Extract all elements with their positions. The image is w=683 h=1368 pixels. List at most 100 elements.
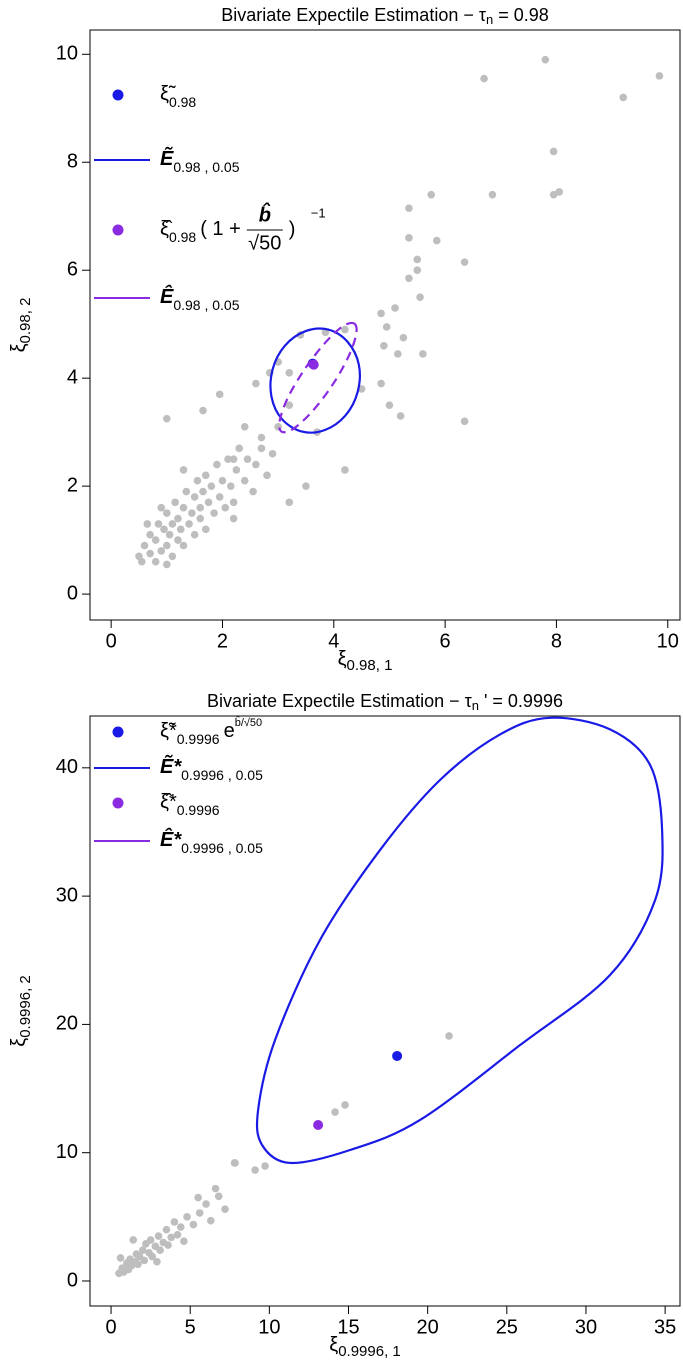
title-text: Bivariate Expectile Estimation − τ — [221, 5, 486, 25]
data-point — [174, 536, 182, 544]
data-point — [331, 1108, 339, 1116]
x-axis-label: ξ0.98, 1 — [338, 648, 393, 674]
data-point — [213, 460, 221, 469]
data-point — [419, 350, 427, 358]
x-tick-label: 10 — [258, 1316, 280, 1338]
confidence-region — [255, 716, 664, 1165]
y-label-symbol: ξ — [8, 1038, 30, 1047]
legend-fraction-denominator: √50 — [248, 232, 281, 254]
data-point — [488, 190, 497, 199]
x-tick-label: 0 — [105, 1316, 116, 1338]
y-label-symbol: ξ — [8, 343, 30, 352]
data-point — [377, 309, 385, 318]
x-label-symbol: ξ — [329, 1334, 338, 1356]
data-point — [180, 1237, 188, 1246]
data-point — [148, 1252, 157, 1261]
legend-subscript: 0.98 , 0.05 — [173, 297, 239, 313]
data-point — [196, 514, 205, 523]
x-tick-label: 10 — [657, 630, 679, 652]
x-axis-label: ξ0.9996, 1 — [329, 1334, 401, 1360]
legend-subscript: 0.98 — [169, 229, 196, 245]
data-point — [405, 204, 413, 212]
data-point — [176, 1223, 185, 1231]
estimate-point — [308, 359, 319, 370]
data-point — [221, 1205, 229, 1213]
x-tick-label: 8 — [551, 630, 562, 652]
legend-symbol: Ẽ* — [160, 755, 182, 778]
data-point — [199, 487, 207, 496]
data-point — [285, 401, 294, 409]
data-point — [154, 520, 163, 528]
data-point — [385, 401, 394, 409]
data-point — [196, 503, 205, 512]
x-tick-label: 15 — [337, 1316, 359, 1338]
data-point — [655, 72, 664, 80]
data-point — [230, 1159, 239, 1167]
x-label-symbol: ξ — [338, 648, 347, 670]
data-point — [156, 1246, 164, 1254]
data-point — [151, 557, 160, 566]
title-end: = 0.98 — [493, 5, 549, 25]
plot-frame — [89, 715, 681, 1307]
data-point — [206, 1216, 215, 1225]
y-tick-label: 2 — [67, 474, 78, 496]
data-point — [549, 147, 558, 156]
data-point — [163, 414, 171, 423]
data-point — [140, 1256, 149, 1265]
data-point — [215, 390, 224, 399]
y-tick-label: 10 — [56, 43, 78, 65]
data-point — [382, 323, 391, 331]
legend-superscript: b̂/√50 — [235, 715, 262, 729]
data-point — [146, 549, 154, 558]
data-point — [211, 1184, 220, 1193]
data-point — [380, 341, 388, 350]
legend-close: ) — [289, 218, 296, 240]
data-point — [189, 1220, 198, 1229]
data-point — [221, 503, 230, 512]
data-point — [154, 1232, 163, 1240]
data-point — [341, 466, 349, 474]
chart-title: Bivariate Expectile Estimation − τn ' = … — [207, 691, 563, 714]
data-point — [129, 1236, 138, 1244]
data-point — [341, 325, 349, 334]
data-point — [179, 541, 188, 550]
data-point — [285, 498, 294, 507]
data-point — [207, 482, 216, 490]
data-point — [162, 1225, 171, 1234]
data-point — [163, 541, 171, 550]
data-point — [168, 520, 177, 528]
data-point — [240, 422, 249, 431]
data-point — [157, 503, 166, 512]
x-tick-label: 20 — [417, 1316, 439, 1338]
data-point — [445, 1032, 453, 1040]
data-point — [173, 1230, 182, 1239]
data-point — [224, 455, 232, 463]
x-tick-label: 30 — [575, 1316, 597, 1338]
legend-fraction-numerator: b̂ — [259, 202, 271, 227]
data-point — [190, 493, 199, 501]
data-point — [252, 379, 260, 388]
legend-tail: ( 1 + — [200, 218, 241, 240]
data-point — [413, 255, 422, 264]
data-point — [285, 368, 294, 377]
data-point — [243, 455, 252, 463]
data-point — [405, 234, 413, 242]
data-point — [619, 93, 628, 102]
title-end: ' = 0.9996 — [479, 691, 563, 711]
data-point — [179, 466, 188, 474]
data-point — [195, 1209, 204, 1217]
legend-symbol: Ê — [160, 284, 174, 308]
data-point — [185, 520, 193, 528]
title-subscript: n — [486, 12, 493, 27]
data-point — [182, 487, 191, 496]
x-label-subscript: 0.98, 1 — [347, 657, 393, 674]
data-point — [167, 1233, 176, 1242]
data-point — [202, 1200, 210, 1208]
legend-label: ξ̃0.98 — [160, 83, 196, 109]
y-tick-label: 4 — [67, 366, 78, 388]
legend-subscript: 0.9996 — [177, 802, 220, 818]
data-point — [229, 455, 238, 463]
data-point — [215, 493, 224, 501]
y-axis-label: ξ0.98, 2 — [8, 298, 34, 353]
